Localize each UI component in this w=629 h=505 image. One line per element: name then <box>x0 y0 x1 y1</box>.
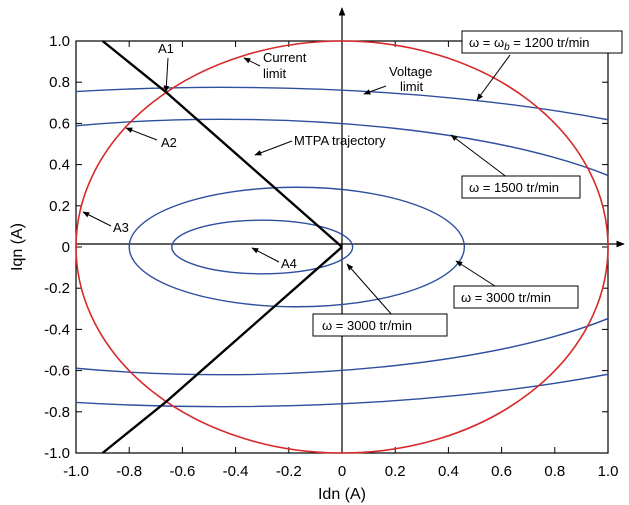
mtpa-lower-branch <box>101 246 343 454</box>
y-axis-label: Iqn (A) <box>9 223 26 271</box>
x-tick-label: 0.2 <box>385 463 406 480</box>
voltage-limit-ellipse <box>171 219 354 275</box>
x-tick-label: 0.6 <box>491 463 512 480</box>
voltage-limit-ellipse <box>76 86 608 408</box>
x-tick-label: -1.0 <box>63 463 89 480</box>
box-w3000-bottom <box>312 313 448 337</box>
x-tick-label: 1.0 <box>598 463 619 480</box>
current-limit-circle <box>75 40 609 454</box>
box-w1200 <box>461 30 623 54</box>
y-tick-label: 0.4 <box>49 157 70 174</box>
a3-arrow <box>82 211 112 227</box>
y-tick-label: 0.8 <box>49 74 70 91</box>
y-tick-label: 0.6 <box>49 115 70 132</box>
label-a3: A3 <box>113 220 129 235</box>
box-w1500-text: ω = 1500 tr/min <box>469 180 559 195</box>
y-tick-label: -0.6 <box>44 363 70 380</box>
box-w1200-part-b: = 1200 tr/min <box>510 35 590 50</box>
label-current-limit-2: limit <box>263 66 286 81</box>
voltage-limit-arrow <box>363 85 387 95</box>
a4-arrow <box>251 247 280 263</box>
box-w1200-part-a: ω = ω <box>469 35 504 50</box>
box-w3000-right-text: ω = 3000 tr/min <box>461 290 551 305</box>
box-w3000-right <box>453 285 579 309</box>
w1200-arrow <box>476 54 511 101</box>
label-mtpa: MTPA trajectory <box>294 133 386 148</box>
x-tick-label: 0.8 <box>544 463 565 480</box>
w3000-bottom-arrow <box>346 263 394 317</box>
y-tick-label: -0.2 <box>44 280 70 297</box>
label-a2: A2 <box>161 135 177 150</box>
current-limit-arrow <box>243 57 261 67</box>
w3000-right-arrow <box>455 260 499 289</box>
label-a4: A4 <box>281 256 297 271</box>
y-tick-label: -0.4 <box>44 321 70 338</box>
y-tick-label: 1.0 <box>49 33 70 50</box>
x-tick-label: 0 <box>338 463 346 480</box>
box-w1200-text: ω = ωb = 1200 tr/min <box>469 35 590 53</box>
x-tick-label: -0.8 <box>116 463 142 480</box>
y-tick-label: -1.0 <box>44 445 70 462</box>
x-tick-label: -0.4 <box>223 463 249 480</box>
label-current-limit-1: Current <box>263 50 307 65</box>
voltage-limit-ellipse <box>76 118 608 376</box>
x-tick-label: -0.2 <box>276 463 302 480</box>
box-w1200-sub: b <box>504 42 510 53</box>
a1-arrow <box>163 57 170 93</box>
y-tick-label: -0.8 <box>44 404 70 421</box>
x-tick-label: -0.6 <box>169 463 195 480</box>
label-voltage-limit-1: Voltage <box>389 64 432 79</box>
label-voltage-limit-2: limit <box>400 79 423 94</box>
a2-arrow <box>125 127 158 141</box>
x-axis-label: Idn (A) <box>318 486 366 503</box>
y-tick-label: 0.2 <box>49 198 70 215</box>
box-w1500 <box>461 175 581 199</box>
mtpa-arrow <box>254 140 293 156</box>
label-a1: A1 <box>158 41 174 56</box>
w1500-arrow <box>450 134 509 179</box>
x-tick-label: 0.4 <box>438 463 459 480</box>
voltage-limit-ellipse <box>128 186 466 308</box>
y-tick-label: 0 <box>62 239 70 256</box>
box-w3000-bottom-text: ω = 3000 tr/min <box>322 318 412 333</box>
